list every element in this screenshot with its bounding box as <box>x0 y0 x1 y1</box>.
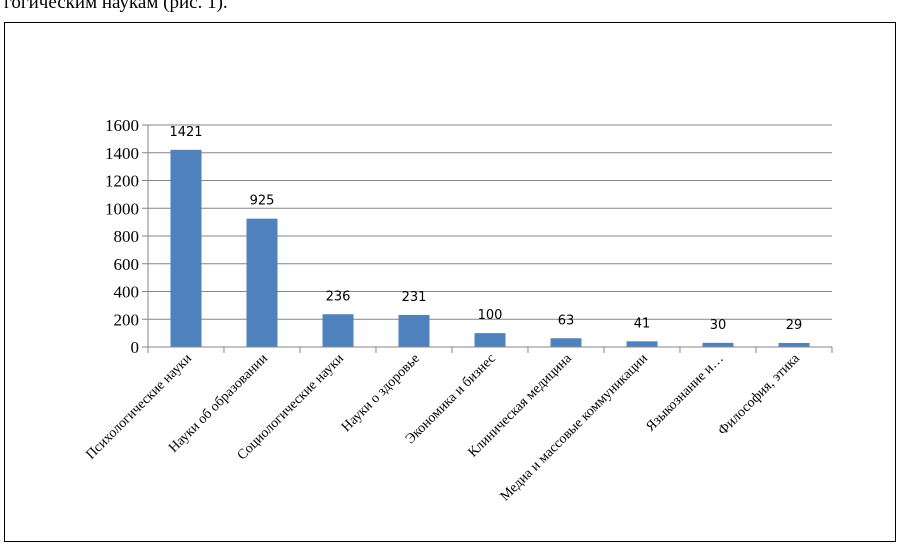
y-tick-label: 200 <box>114 310 140 329</box>
y-tick-label: 0 <box>131 338 140 357</box>
y-tick-labels: 0 200 400 600 800 1000 1200 1400 1600 <box>105 116 139 357</box>
data-label: 231 <box>402 290 427 305</box>
y-tick-label: 1200 <box>105 172 139 191</box>
bar <box>702 342 734 347</box>
y-tick-label: 400 <box>114 283 140 302</box>
caption-text: гогическим наукам (рис. 1). <box>4 0 228 13</box>
axes <box>142 124 833 353</box>
bar <box>246 218 278 347</box>
data-label: 925 <box>250 194 275 209</box>
bar <box>626 341 658 347</box>
x-tick-label: Науки о здоровье <box>339 351 423 435</box>
y-tick-label: 1000 <box>105 199 139 218</box>
bar <box>474 333 506 347</box>
data-label: 41 <box>634 316 651 331</box>
bar <box>550 338 582 347</box>
x-tick-label: Языкознание и… <box>644 351 727 434</box>
data-label: 100 <box>478 308 503 323</box>
x-tick-label: Медиа и массовые коммуникации <box>498 351 651 504</box>
data-label: 63 <box>558 313 575 328</box>
y-tick-label: 1600 <box>105 116 139 135</box>
data-label: 1421 <box>169 125 202 140</box>
bars <box>170 149 810 347</box>
data-label: 29 <box>786 318 803 333</box>
chart-frame <box>4 22 896 542</box>
data-label: 236 <box>326 289 351 304</box>
y-tick-label: 800 <box>114 227 140 246</box>
gridlines <box>148 124 832 320</box>
y-tick-label: 600 <box>114 255 140 274</box>
bar <box>322 314 354 347</box>
bar <box>398 314 430 347</box>
bar <box>170 149 202 347</box>
y-tick-label: 1400 <box>105 144 139 163</box>
data-label: 30 <box>710 318 727 333</box>
data-labels: 1421 925 236 231 100 63 41 30 29 <box>169 125 802 333</box>
x-tick-label: Философия, этика <box>715 351 803 439</box>
bar <box>778 342 810 347</box>
